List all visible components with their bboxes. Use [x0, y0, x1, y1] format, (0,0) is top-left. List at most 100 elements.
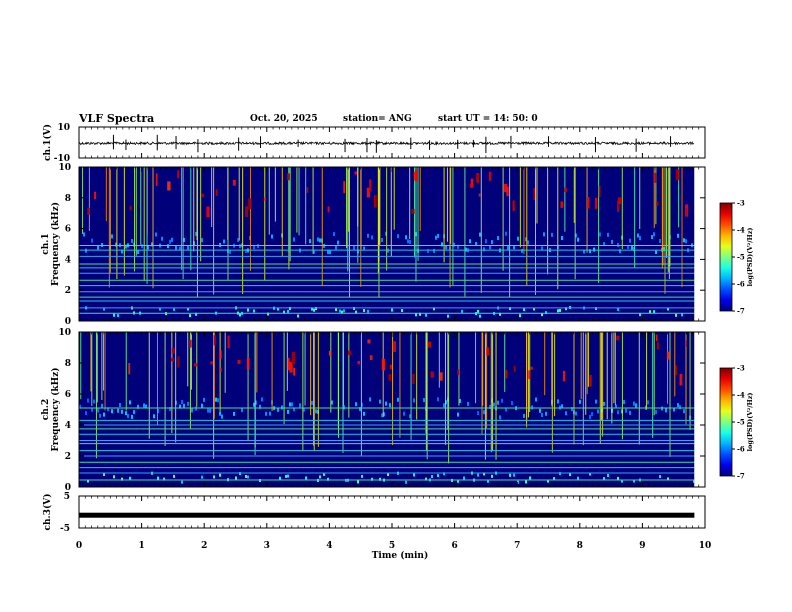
hotspot: [655, 334, 658, 341]
xtick-label: 1: [138, 541, 144, 551]
ch3-ytick-top: 5: [64, 492, 70, 502]
hotspot: [167, 181, 171, 191]
ytick-label: 0: [65, 317, 71, 327]
hotspot: [286, 173, 290, 181]
colorbar-tick-label: -6: [737, 280, 745, 289]
hotspot: [616, 335, 620, 341]
hotspot: [594, 197, 598, 209]
ch1-ylabel: ch.1(V): [42, 124, 53, 161]
hotspot: [654, 172, 657, 183]
hotspot: [246, 357, 250, 370]
hotspot: [128, 363, 131, 375]
hotspot: [248, 198, 252, 210]
ch2-spectrogram-ylabel: Frequency (kHz): [50, 367, 61, 451]
hotspot: [513, 366, 516, 373]
hotspot: [617, 201, 620, 212]
hotspot: [656, 342, 659, 350]
ch3-ytick-bottom: -5: [60, 524, 70, 534]
hotspot: [470, 178, 474, 188]
ytick-label: 4: [65, 421, 71, 431]
hotspot: [289, 361, 293, 373]
ch3-ylabel: ch.3(V): [42, 494, 53, 531]
hotspot: [430, 371, 434, 378]
ytick-label: 0: [65, 483, 71, 493]
hotspot: [439, 372, 443, 381]
hotspot: [171, 347, 175, 354]
hotspot: [476, 172, 480, 183]
hotspot: [415, 169, 419, 182]
hotspot: [129, 206, 132, 211]
hotspot: [348, 350, 352, 355]
hotspot: [220, 367, 222, 372]
hotspot: [177, 170, 179, 179]
hotspot: [367, 339, 371, 344]
spectrogram-background: [79, 332, 695, 487]
xaxis-label: Time (min): [372, 550, 429, 561]
hotspot: [427, 341, 431, 348]
hotspot: [392, 341, 396, 353]
colorbar-tick-label: -4: [737, 226, 745, 235]
ytick-label: 4: [65, 255, 71, 265]
ytick-label: 10: [58, 163, 71, 173]
colorbar-tick-label: -4: [737, 391, 745, 400]
hotspot: [155, 173, 158, 186]
hotspot: [343, 180, 346, 194]
hotspot: [389, 364, 392, 370]
colorbar: [719, 202, 733, 312]
hotspot: [589, 374, 592, 387]
hotspot: [194, 363, 198, 367]
hotspot: [201, 193, 204, 198]
colorbar: [719, 367, 733, 477]
hotspot: [388, 374, 392, 381]
ch2-spectrogram-channel-label: ch.2: [41, 399, 51, 420]
hotspot: [411, 208, 415, 214]
hotspot: [293, 367, 296, 376]
no-data-strip: [694, 167, 705, 321]
hotspot: [528, 370, 531, 380]
hotspot: [530, 366, 533, 370]
colorbar-tick-label: -3: [737, 199, 745, 208]
hotspot: [368, 179, 372, 192]
ch1-spectrogram-panel: 0 2 4 6 8 10 -3 -4 -5 -6 -7 log(PSD)(V²/Hz): [58, 163, 754, 327]
ytick-label: 10: [58, 328, 71, 338]
hotspot: [177, 356, 180, 368]
hotspot: [533, 187, 535, 200]
xtick-label: 0: [76, 541, 82, 551]
hotspot: [227, 335, 230, 349]
hotspot: [560, 201, 564, 208]
hotspot: [684, 340, 687, 347]
hotspot: [215, 189, 218, 197]
hotspot: [512, 200, 515, 212]
xtick-label: 3: [264, 541, 270, 551]
hotspot: [656, 201, 659, 206]
colorbar-tick-label: -5: [737, 253, 745, 262]
hotspot: [357, 360, 361, 365]
hotspot: [666, 351, 670, 360]
ch1-ytick-top: 10: [57, 123, 70, 133]
hotspot: [486, 347, 490, 356]
date-label: Oct. 20, 2025: [250, 114, 318, 124]
start-time-label: start UT = 14: 50: 0: [438, 114, 538, 124]
hotspot: [617, 197, 622, 205]
ytick-label: 2: [65, 452, 71, 462]
hotspot: [562, 370, 566, 382]
ytick-label: 6: [65, 225, 71, 235]
hotspot: [504, 184, 508, 193]
hotspot: [94, 191, 97, 200]
hotspot: [213, 335, 216, 346]
hotspot: [291, 351, 296, 365]
hotspot: [381, 358, 386, 371]
colorbar-tick-label: -6: [737, 445, 745, 454]
ytick-label: 8: [65, 359, 71, 369]
xtick-label: 2: [201, 541, 207, 551]
colorbar-tick-label: -5: [737, 418, 745, 427]
no-data-strip: [694, 332, 705, 487]
hotspot: [478, 193, 481, 197]
colorbar-tick-label: -7: [737, 307, 745, 316]
hotspot: [505, 369, 508, 379]
hotspot: [586, 196, 590, 209]
xtick-label: 7: [514, 541, 520, 551]
hotspot: [679, 373, 683, 386]
hotspot: [373, 195, 377, 208]
colorbar-tick-label: -3: [737, 364, 745, 373]
